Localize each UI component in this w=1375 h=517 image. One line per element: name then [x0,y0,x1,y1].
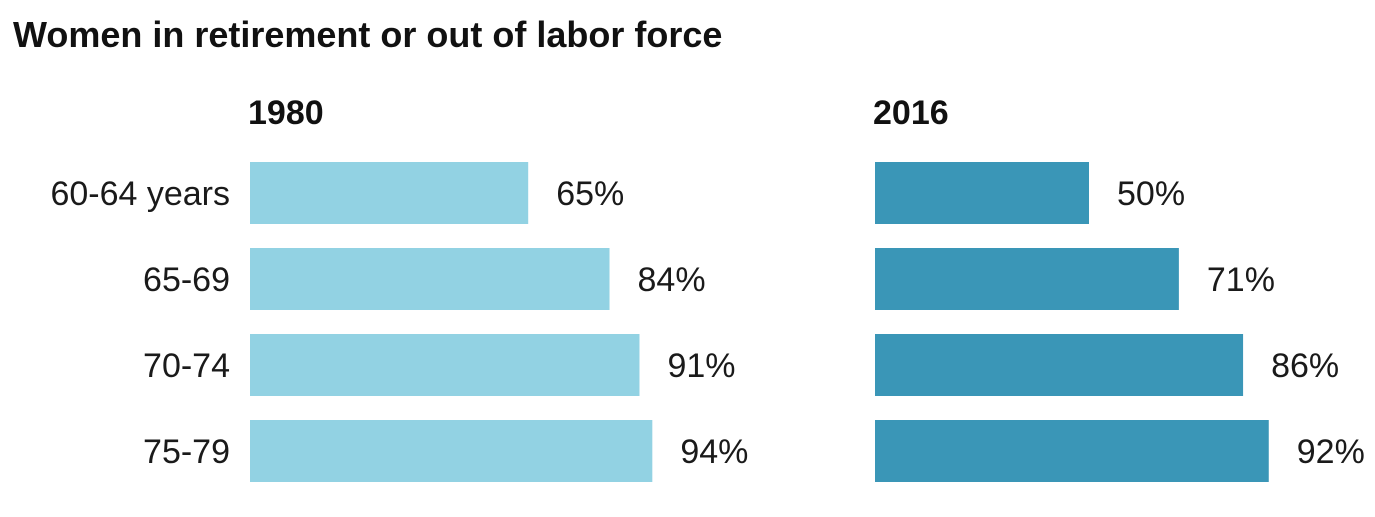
data-label: 84% [638,261,706,299]
bar [875,162,1089,224]
data-label: 50% [1117,175,1185,213]
panel-title: 2016 [873,94,949,132]
chart-title: Women in retirement or out of labor forc… [13,14,723,55]
bar [250,162,529,224]
bar [250,420,653,482]
data-label: 71% [1207,261,1275,299]
data-label: 86% [1271,347,1339,385]
bar [875,248,1179,310]
data-label: 65% [556,175,624,213]
category-label: 70-74 [143,347,230,385]
data-label: 92% [1297,433,1365,471]
bar [875,420,1269,482]
data-label: 94% [680,433,748,471]
bar [250,248,610,310]
category-label: 60-64 years [50,175,230,213]
bar [875,334,1244,396]
data-label: 91% [667,347,735,385]
panel-title: 1980 [248,94,324,132]
category-label: 75-79 [143,433,230,471]
bar [250,334,640,396]
category-label: 65-69 [143,261,230,299]
